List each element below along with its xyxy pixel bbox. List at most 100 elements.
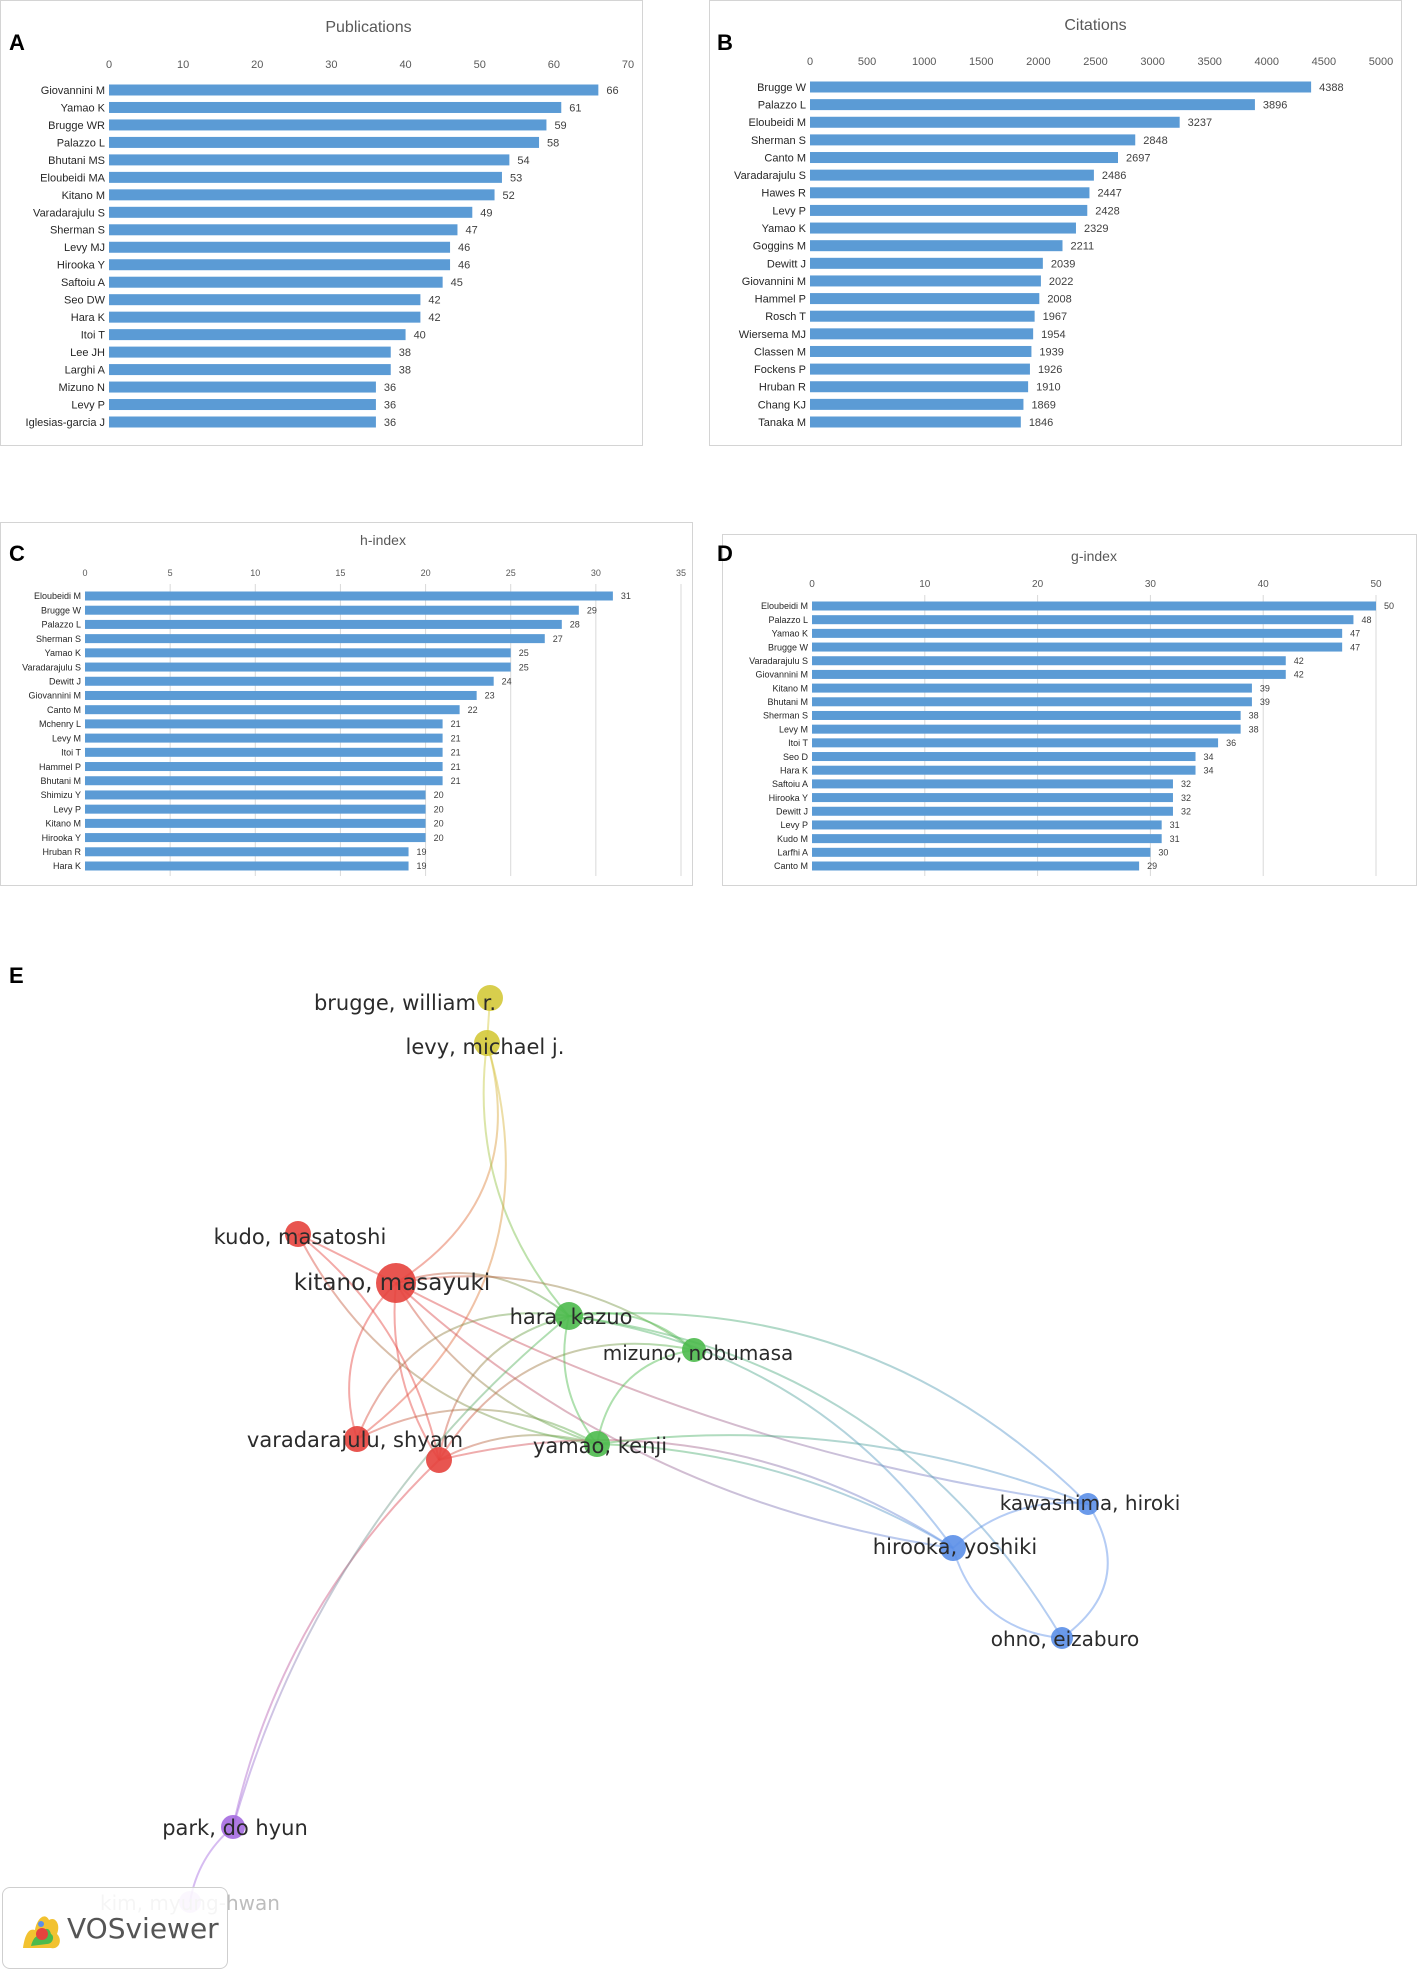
h-index-category-label: Giovannini M (28, 691, 81, 701)
publications-tick-label: 10 (177, 59, 189, 71)
h-index-bar (85, 776, 443, 786)
publications-category-label: Saftoiu A (61, 277, 106, 289)
h-index-category-label: Hruban R (42, 847, 81, 857)
panel-d-g-index-chart: g-index 0 10 20 30 40 50 Eloubeidi M 50 Palazzo L… (722, 534, 1417, 886)
g-index-value-label: 39 (1260, 683, 1270, 693)
g-index-category-label: Itoi T (788, 738, 808, 748)
h-index-bar (85, 690, 477, 700)
network-node (376, 1263, 416, 1303)
publications-bar (109, 294, 421, 306)
g-index-tick-label: 40 (1258, 579, 1270, 590)
h-index-value-label: 29 (587, 605, 597, 615)
network-edge (395, 1282, 954, 1549)
citations-bar (810, 99, 1255, 111)
h-index-value-label: 24 (502, 677, 512, 687)
network-edge (952, 1547, 1063, 1639)
citations-value-label: 2008 (1047, 294, 1071, 306)
h-index-category-label: Palazzo L (41, 620, 81, 630)
g-index-bar (812, 847, 1151, 857)
h-index-bar (85, 662, 511, 672)
citations-value-label: 1846 (1029, 417, 1053, 429)
citations-tick-label: 3500 (1197, 56, 1221, 68)
publications-bar (109, 206, 473, 218)
publications-tick-label: 70 (622, 59, 634, 71)
h-index-tick-label: 30 (591, 568, 601, 578)
h-index-category-label: Hara K (53, 861, 81, 871)
network-edge (596, 1443, 954, 1549)
citations-category-label: Wiersema MJ (739, 329, 806, 341)
citations-value-label: 2447 (1097, 188, 1121, 200)
h-index-value-label: 21 (451, 776, 461, 786)
h-index-bar (85, 861, 409, 871)
h-index-bar (85, 648, 511, 658)
panel-e-coauthor-network: brugge, william r. levy, michael j. kudo, … (0, 958, 1417, 1972)
publications-value-label: 53 (510, 172, 522, 184)
h-index-bar (85, 747, 443, 757)
g-index-category-label: Brugge W (768, 642, 809, 652)
citations-value-label: 1926 (1038, 364, 1062, 376)
citations-bar (810, 416, 1021, 428)
citations-category-label: Rosch T (765, 311, 806, 323)
h-index-category-label: Mchenry L (39, 719, 81, 729)
citations-category-label: Yamao K (762, 223, 807, 235)
network-edge (395, 1282, 1089, 1505)
citations-tick-label: 3000 (1140, 56, 1164, 68)
publications-bar (109, 381, 376, 393)
publications-bar (109, 276, 443, 288)
publications-bar (109, 311, 421, 323)
citations-bar (810, 398, 1024, 410)
h-index-value-label: 28 (570, 620, 580, 630)
network-node-label: varadarajulu, shyam (247, 1428, 463, 1452)
h-index-value-label: 25 (519, 662, 529, 672)
g-index-bar (812, 683, 1252, 693)
network-edge (356, 1312, 570, 1440)
g-index-value-label: 32 (1181, 793, 1191, 803)
citations-bar (810, 363, 1030, 375)
h-index-category-label: Levy P (53, 804, 81, 814)
publications-category-label: Yamao K (61, 102, 106, 114)
publications-category-label: Sherman S (50, 225, 105, 237)
h-index-tick-label: 10 (250, 568, 260, 578)
citations-tick-label: 4500 (1312, 56, 1336, 68)
citations-category-label: Hammel P (755, 294, 806, 306)
citations-bar (810, 257, 1043, 269)
network-edge (596, 1349, 695, 1445)
g-index-category-label: Hara K (780, 765, 808, 775)
network-edge (297, 1233, 598, 1445)
citations-bar (810, 81, 1312, 93)
g-index-bar (812, 738, 1219, 748)
citations-bar (810, 275, 1041, 287)
h-index-value-label: 21 (451, 762, 461, 772)
citations-value-label: 2486 (1102, 170, 1126, 182)
network-edge (563, 1315, 598, 1445)
h-index-category-label: Kitano M (45, 819, 81, 829)
network-node-label: brugge, william r. (314, 991, 496, 1015)
citations-bar (810, 345, 1032, 357)
publications-value-label: 47 (465, 225, 477, 237)
network-node (474, 1030, 500, 1056)
citations-value-label: 1869 (1031, 399, 1055, 411)
g-index-bar (812, 697, 1252, 707)
publications-category-label: Itoi T (81, 330, 106, 342)
h-index-category-label: Hammel P (39, 762, 81, 772)
citations-bar (810, 310, 1035, 322)
g-index-category-label: Larfhi A (777, 848, 808, 858)
network-node (555, 1302, 583, 1330)
g-index-value-label: 36 (1226, 738, 1236, 748)
publications-bar (109, 416, 376, 428)
citations-tick-label: 0 (807, 56, 813, 68)
citations-value-label: 4388 (1319, 82, 1343, 94)
publications-category-label: Iglesias-garcia J (26, 417, 105, 429)
publications-bar (109, 399, 376, 411)
g-index-category-label: Eloubeidi M (761, 601, 808, 611)
citations-category-label: Fockens P (754, 364, 806, 376)
h-index-bar (85, 847, 409, 857)
publications-category-label: Bhutani MS (48, 155, 105, 167)
publications-bar (109, 259, 451, 271)
network-node (940, 1535, 966, 1561)
publications-category-label: Hirooka Y (57, 260, 106, 272)
h-index-bar (85, 591, 613, 601)
publications-value-label: 40 (414, 330, 426, 342)
citations-tick-label: 2500 (1083, 56, 1107, 68)
citations-bar (810, 222, 1076, 234)
